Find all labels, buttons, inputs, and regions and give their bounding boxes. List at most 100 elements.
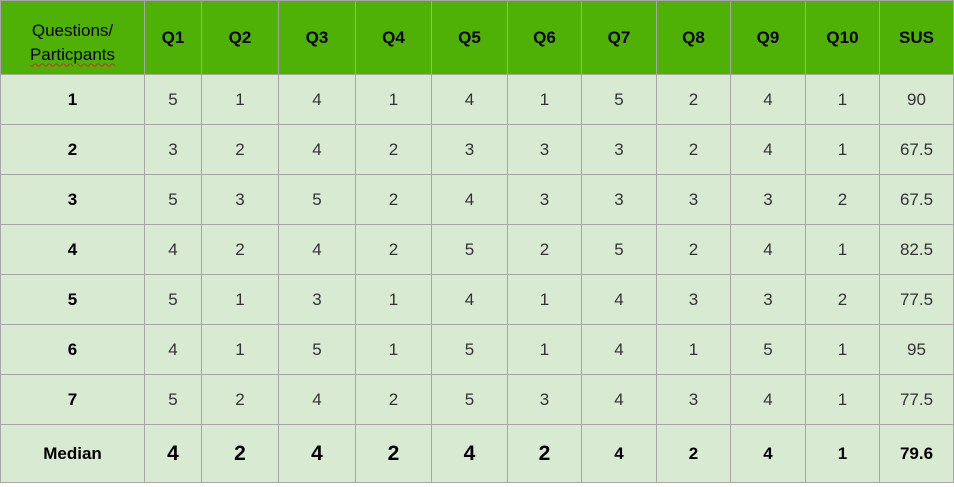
- cell-q1: 3: [144, 124, 202, 175]
- table-row: 3 5 3 5 2 4 3 3 3 3 2 67.5: [0, 174, 954, 225]
- cell-q7: 4: [581, 274, 657, 325]
- participant-label: 4: [0, 224, 145, 275]
- median-q5: 4: [431, 424, 508, 483]
- cell-q5: 3: [431, 124, 508, 175]
- cell-q7: 3: [581, 174, 657, 225]
- corner-label-questions: Questions/: [31, 20, 114, 40]
- cell-q5: 4: [431, 174, 508, 225]
- cell-q1: 5: [144, 174, 202, 225]
- median-q2: 2: [201, 424, 279, 483]
- cell-q9: 3: [730, 174, 806, 225]
- table-row: 1 5 1 4 1 4 1 5 2 4 1 90: [0, 74, 954, 125]
- cell-q4: 2: [355, 124, 432, 175]
- cell-q6: 1: [507, 324, 582, 375]
- cell-sus: 82.5: [879, 224, 954, 275]
- cell-q1: 4: [144, 224, 202, 275]
- cell-q4: 2: [355, 374, 432, 425]
- cell-q4: 1: [355, 324, 432, 375]
- median-label: Median: [0, 424, 145, 483]
- corner-label-participants: Particpants: [29, 44, 116, 64]
- cell-q6: 2: [507, 224, 582, 275]
- cell-sus: 95: [879, 324, 954, 375]
- cell-q7: 4: [581, 324, 657, 375]
- column-header-q6: Q6: [507, 0, 582, 75]
- cell-q2: 1: [201, 74, 279, 125]
- cell-q7: 5: [581, 74, 657, 125]
- cell-q8: 1: [656, 324, 731, 375]
- cell-q5: 5: [431, 324, 508, 375]
- table-row: 7 5 2 4 2 5 3 4 3 4 1 77.5: [0, 374, 954, 425]
- cell-q9: 5: [730, 324, 806, 375]
- cell-q1: 4: [144, 324, 202, 375]
- participant-label: 3: [0, 174, 145, 225]
- column-header-q5: Q5: [431, 0, 508, 75]
- table-row: 6 4 1 5 1 5 1 4 1 5 1 95: [0, 324, 954, 375]
- cell-q2: 2: [201, 124, 279, 175]
- median-row: Median 4 2 4 2 4 2 4 2 4 1 79.6: [0, 424, 954, 483]
- cell-q4: 1: [355, 74, 432, 125]
- cell-q10: 1: [805, 324, 880, 375]
- participant-label: 7: [0, 374, 145, 425]
- participant-label: 6: [0, 324, 145, 375]
- cell-q2: 2: [201, 374, 279, 425]
- median-q6: 2: [507, 424, 582, 483]
- cell-q3: 4: [278, 124, 356, 175]
- median-q9: 4: [730, 424, 806, 483]
- cell-q4: 2: [355, 224, 432, 275]
- cell-q8: 2: [656, 74, 731, 125]
- cell-q7: 4: [581, 374, 657, 425]
- cell-q7: 5: [581, 224, 657, 275]
- cell-q8: 2: [656, 124, 731, 175]
- column-header-q1: Q1: [144, 0, 202, 75]
- median-q7: 4: [581, 424, 657, 483]
- column-header-q8: Q8: [656, 0, 731, 75]
- cell-sus: 67.5: [879, 174, 954, 225]
- cell-q6: 3: [507, 124, 582, 175]
- cell-q7: 3: [581, 124, 657, 175]
- cell-q5: 4: [431, 274, 508, 325]
- cell-q3: 5: [278, 174, 356, 225]
- cell-sus: 67.5: [879, 124, 954, 175]
- cell-q2: 2: [201, 224, 279, 275]
- cell-q1: 5: [144, 274, 202, 325]
- cell-q8: 3: [656, 174, 731, 225]
- median-sus: 79.6: [879, 424, 954, 483]
- cell-q2: 3: [201, 174, 279, 225]
- median-q10: 1: [805, 424, 880, 483]
- participant-label: 5: [0, 274, 145, 325]
- cell-q10: 2: [805, 274, 880, 325]
- cell-q5: 5: [431, 374, 508, 425]
- cell-sus: 77.5: [879, 274, 954, 325]
- column-header-q4: Q4: [355, 0, 432, 75]
- cell-q8: 3: [656, 374, 731, 425]
- median-q4: 2: [355, 424, 432, 483]
- cell-q8: 2: [656, 224, 731, 275]
- column-header-q3: Q3: [278, 0, 356, 75]
- participant-label: 2: [0, 124, 145, 175]
- column-header-q2: Q2: [201, 0, 279, 75]
- header-row: Questions/ Particpants Q1 Q2 Q3 Q4 Q5 Q6…: [0, 0, 954, 75]
- cell-q1: 5: [144, 374, 202, 425]
- cell-q9: 4: [730, 124, 806, 175]
- cell-q6: 1: [507, 74, 582, 125]
- column-header-q7: Q7: [581, 0, 657, 75]
- cell-q5: 5: [431, 224, 508, 275]
- column-header-q9: Q9: [730, 0, 806, 75]
- cell-q4: 2: [355, 174, 432, 225]
- cell-q3: 4: [278, 374, 356, 425]
- median-q3: 4: [278, 424, 356, 483]
- column-header-sus: SUS: [879, 0, 954, 75]
- table-row: 4 4 2 4 2 5 2 5 2 4 1 82.5: [0, 224, 954, 275]
- cell-q3: 4: [278, 74, 356, 125]
- cell-q10: 2: [805, 174, 880, 225]
- cell-q3: 4: [278, 224, 356, 275]
- table-body: 1 5 1 4 1 4 1 5 2 4 1 90 2 3 2 4 2 3 3 3 2 4 1 67.5 3 5 3 5 2 4 3 3 3 3 2 6…: [0, 74, 954, 483]
- median-q1: 4: [144, 424, 202, 483]
- cell-q10: 1: [805, 374, 880, 425]
- corner-header-cell: Questions/ Particpants: [0, 0, 145, 75]
- column-header-q10: Q10: [805, 0, 880, 75]
- cell-q10: 1: [805, 224, 880, 275]
- cell-q8: 3: [656, 274, 731, 325]
- participant-label: 1: [0, 74, 145, 125]
